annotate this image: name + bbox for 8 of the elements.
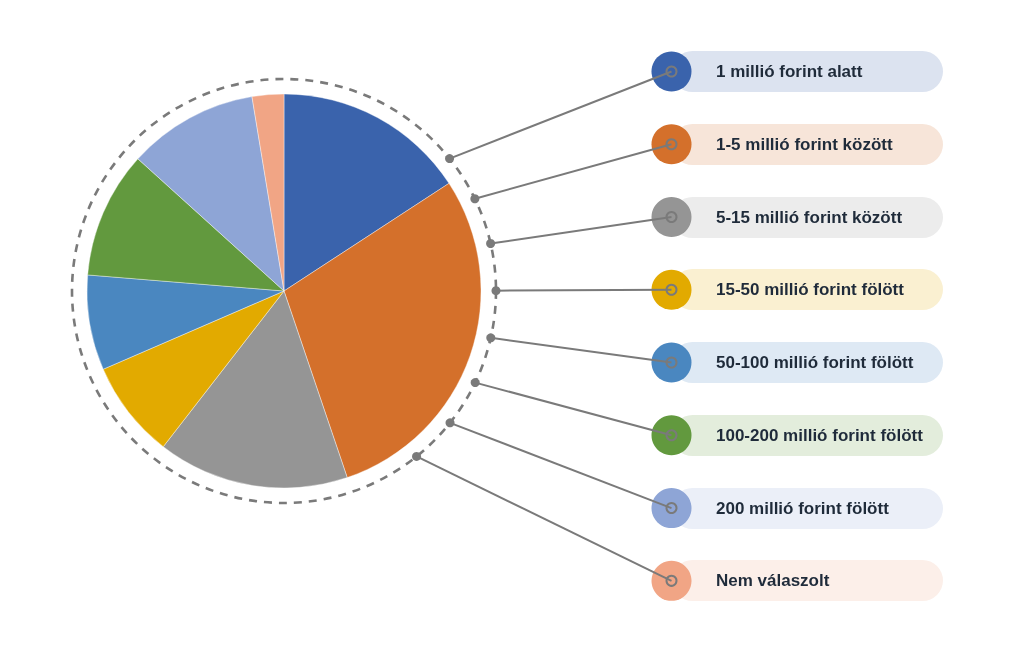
legend-label: 15-50 millió forint fölött (716, 280, 905, 300)
legend-label: 200 millió forint fölött (716, 498, 890, 518)
legend-label: 1 millió forint alatt (716, 62, 863, 81)
legend-label: 5-15 millió forint között (716, 207, 903, 227)
legend-label: 1-5 millió forint között (716, 134, 893, 154)
legend-label: 50-100 millió forint fölött (716, 353, 914, 373)
legend-label: Nem válaszolt (716, 571, 830, 591)
legend-label: 100-200 millió forint fölött (716, 425, 924, 445)
